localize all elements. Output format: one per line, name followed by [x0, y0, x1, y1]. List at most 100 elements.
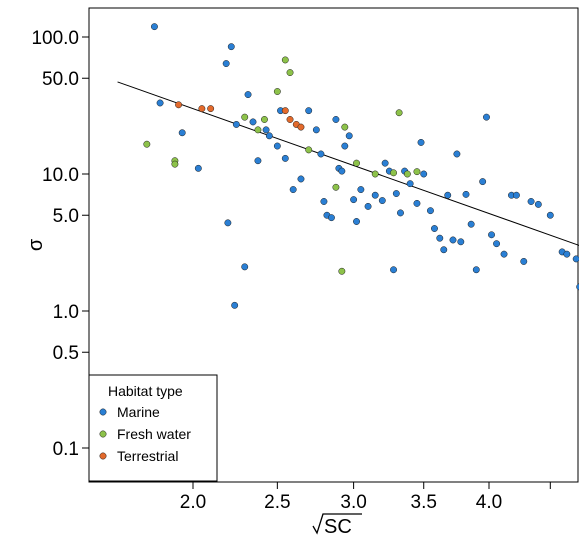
point-marine: [194, 164, 202, 172]
point-marine: [420, 170, 428, 178]
point-terrestrial: [198, 105, 206, 113]
point-marine: [483, 113, 490, 121]
point-marine: [297, 175, 305, 183]
point-marine: [231, 301, 239, 309]
point-fresh-water: [403, 170, 411, 178]
point-marine: [488, 231, 495, 239]
point-marine: [512, 191, 520, 199]
point-marine: [472, 266, 480, 274]
point-marine: [534, 200, 542, 208]
point-fresh-water: [241, 113, 249, 121]
point-terrestrial: [207, 105, 215, 113]
point-marine: [244, 91, 252, 99]
point-marine: [320, 198, 328, 205]
y-tick-label: 10.0: [42, 165, 79, 186]
point-fresh-water: [341, 123, 349, 131]
legend-label: Fresh water: [117, 426, 191, 442]
y-tick-label: 5.0: [53, 206, 79, 227]
point-marine: [397, 209, 404, 217]
point-marine: [527, 198, 535, 205]
point-marine: [262, 126, 270, 134]
x-tick-label: 4.0: [476, 492, 502, 513]
point-marine: [232, 120, 240, 128]
point-marine: [353, 218, 360, 225]
point-marine: [457, 238, 465, 246]
point-marine: [427, 207, 434, 215]
point-marine: [479, 178, 487, 186]
point-marine: [345, 132, 353, 140]
point-marine: [449, 236, 457, 244]
point-terrestrial: [175, 101, 183, 109]
point-marine: [444, 191, 452, 199]
point-marine: [381, 159, 389, 167]
point-marine: [327, 214, 335, 222]
point-marine: [254, 157, 262, 165]
point-marine: [222, 60, 230, 68]
point-fresh-water: [332, 183, 340, 191]
point-marine: [281, 154, 289, 162]
point-marine: [289, 186, 297, 194]
point-marine: [500, 250, 508, 258]
point-fresh-water: [305, 146, 313, 154]
y-tick-label: 0.1: [53, 439, 79, 460]
point-marine: [406, 180, 414, 188]
point-marine: [150, 23, 158, 31]
sqrt-symbol: [312, 513, 362, 535]
data-points: [143, 23, 579, 309]
legend-entries: Marine Fresh water Terrestrial: [99, 404, 191, 464]
point-marine: [431, 225, 438, 232]
legend-box: [88, 374, 218, 482]
point-fresh-water: [371, 170, 379, 178]
point-marine: [350, 196, 358, 204]
point-marine: [338, 167, 346, 175]
point-fresh-water: [273, 88, 281, 95]
point-marine: [224, 219, 232, 227]
legend-label: Marine: [117, 404, 160, 420]
x-tick-label: 2.5: [264, 492, 290, 513]
point-marine: [265, 132, 273, 140]
point-marine: [305, 107, 313, 115]
point-fresh-water: [413, 168, 421, 176]
x-axis-title-text: SC: [324, 516, 352, 538]
x-tick-label: 2.0: [180, 492, 206, 513]
point-fresh-water: [353, 159, 360, 167]
point-marine: [341, 142, 349, 150]
point-marine: [462, 190, 470, 198]
point-marine: [249, 118, 257, 126]
point-marine: [332, 116, 340, 123]
legend-marker: [99, 452, 107, 460]
x-tick-label: 3.0: [340, 492, 366, 513]
y-tick-label: 1.0: [53, 302, 79, 323]
point-marine: [227, 43, 235, 51]
point-marine: [392, 190, 400, 197]
point-marine: [390, 266, 397, 274]
x-axis: 2.0 2.5 3.0 3.5 4.0: [180, 482, 551, 513]
point-terrestrial: [297, 123, 305, 131]
point-terrestrial: [286, 116, 294, 123]
point-marine: [493, 240, 501, 248]
trend-line: [117, 81, 579, 246]
legend-marker: [99, 408, 107, 416]
point-fresh-water: [338, 267, 346, 275]
point-marine: [417, 138, 425, 146]
point-marine: [364, 202, 372, 210]
point-fresh-water: [281, 56, 289, 64]
point-fresh-water: [261, 116, 268, 123]
legend-label: Terrestrial: [117, 448, 178, 464]
point-marine: [156, 99, 164, 107]
point-marine: [576, 283, 579, 291]
point-marine: [453, 150, 461, 158]
point-fresh-water: [254, 126, 262, 134]
y-axis-title: σ: [25, 238, 47, 251]
point-marine: [546, 211, 554, 219]
point-marine: [436, 234, 444, 242]
x-axis-title: SC: [312, 513, 362, 538]
point-marine: [467, 220, 475, 228]
legend-marker: [99, 430, 107, 438]
point-marine: [241, 263, 249, 271]
x-tick-label: 3.5: [411, 492, 437, 513]
point-marine: [572, 255, 579, 263]
point-marine: [378, 197, 386, 205]
point-fresh-water: [143, 140, 151, 148]
